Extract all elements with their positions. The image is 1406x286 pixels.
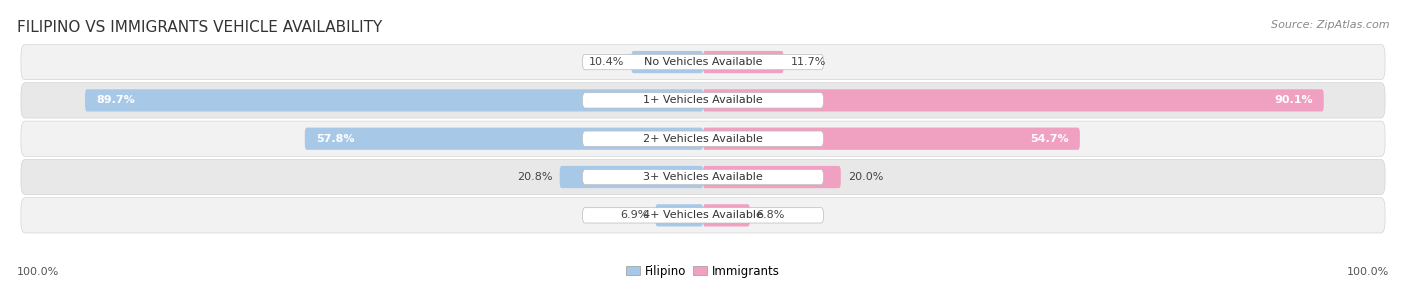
FancyBboxPatch shape [703, 51, 783, 73]
Legend: Filipino, Immigrants: Filipino, Immigrants [621, 260, 785, 282]
Text: 6.8%: 6.8% [756, 210, 785, 220]
FancyBboxPatch shape [703, 204, 749, 227]
FancyBboxPatch shape [21, 198, 1385, 233]
Text: 57.8%: 57.8% [316, 134, 354, 144]
Text: No Vehicles Available: No Vehicles Available [644, 57, 762, 67]
FancyBboxPatch shape [703, 128, 1080, 150]
FancyBboxPatch shape [703, 166, 841, 188]
Text: 20.8%: 20.8% [517, 172, 553, 182]
Text: 100.0%: 100.0% [17, 267, 59, 277]
Text: 3+ Vehicles Available: 3+ Vehicles Available [643, 172, 763, 182]
FancyBboxPatch shape [21, 159, 1385, 195]
FancyBboxPatch shape [21, 44, 1385, 80]
FancyBboxPatch shape [305, 128, 703, 150]
FancyBboxPatch shape [631, 51, 703, 73]
FancyBboxPatch shape [21, 121, 1385, 156]
Text: 4+ Vehicles Available: 4+ Vehicles Available [643, 210, 763, 220]
Text: 90.1%: 90.1% [1274, 96, 1313, 105]
Text: 54.7%: 54.7% [1031, 134, 1069, 144]
Text: 20.0%: 20.0% [848, 172, 883, 182]
FancyBboxPatch shape [703, 89, 1323, 112]
Text: 11.7%: 11.7% [790, 57, 825, 67]
Text: 100.0%: 100.0% [1347, 267, 1389, 277]
FancyBboxPatch shape [582, 169, 824, 185]
FancyBboxPatch shape [582, 131, 824, 146]
Text: Source: ZipAtlas.com: Source: ZipAtlas.com [1271, 20, 1389, 30]
FancyBboxPatch shape [560, 166, 703, 188]
Text: 6.9%: 6.9% [620, 210, 648, 220]
Text: 89.7%: 89.7% [96, 96, 135, 105]
FancyBboxPatch shape [582, 93, 824, 108]
FancyBboxPatch shape [21, 83, 1385, 118]
Text: 1+ Vehicles Available: 1+ Vehicles Available [643, 96, 763, 105]
FancyBboxPatch shape [582, 54, 824, 70]
FancyBboxPatch shape [582, 208, 824, 223]
Text: 10.4%: 10.4% [589, 57, 624, 67]
FancyBboxPatch shape [84, 89, 703, 112]
Text: 2+ Vehicles Available: 2+ Vehicles Available [643, 134, 763, 144]
FancyBboxPatch shape [655, 204, 703, 227]
Text: FILIPINO VS IMMIGRANTS VEHICLE AVAILABILITY: FILIPINO VS IMMIGRANTS VEHICLE AVAILABIL… [17, 20, 382, 35]
